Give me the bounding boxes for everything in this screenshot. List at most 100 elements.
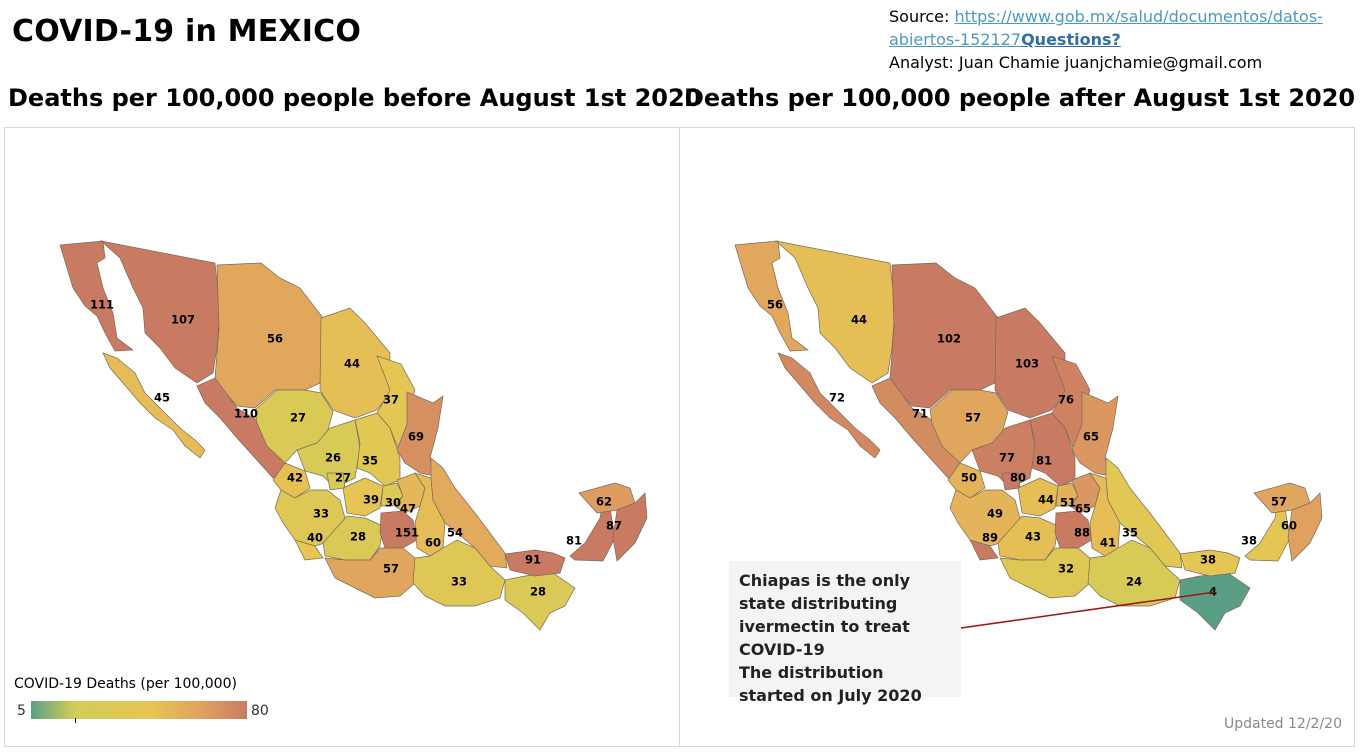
value-label-yuc: 57	[1271, 495, 1287, 509]
annotation-pointer-line	[960, 591, 1216, 629]
value-label-ags: 27	[335, 471, 351, 485]
state-bc[interactable]	[734, 240, 809, 352]
value-label-sin: 110	[234, 407, 258, 421]
value-label-hgo: 65	[1075, 502, 1091, 516]
source-prefix: Source:	[889, 7, 955, 26]
value-label-tab: 91	[525, 553, 541, 567]
value-label-son: 107	[171, 313, 195, 327]
source-link[interactable]: https://www.gob.mx/salud/documentos/dato…	[889, 7, 1323, 49]
state-gto[interactable]	[1017, 477, 1059, 517]
value-label-nay: 50	[961, 471, 977, 485]
value-label-zac: 26	[325, 451, 341, 465]
legend-title: COVID-19 Deaths (per 100,000)	[14, 676, 237, 692]
legend-max: 80	[251, 703, 269, 719]
left-map-panel: 111 107 56 44 37 69 45 110 27 26 35 42 27 33 39 30 47 40 2…	[4, 127, 680, 747]
value-label-bc: 111	[90, 298, 114, 312]
annotation-line-1: Chiapas is the only state distributing i…	[739, 571, 911, 659]
state-qro[interactable]	[380, 482, 404, 507]
value-label-gro: 57	[383, 562, 399, 576]
state-gto[interactable]	[342, 477, 384, 517]
value-label-ver: 54	[447, 526, 463, 540]
value-label-bc: 56	[767, 298, 783, 312]
value-label-tamps: 69	[408, 430, 424, 444]
value-label-coah: 44	[344, 357, 360, 371]
state-qroo[interactable]	[1287, 492, 1323, 562]
state-bcs[interactable]	[102, 352, 206, 459]
value-label-nay: 42	[287, 471, 303, 485]
value-label-gro: 32	[1058, 562, 1074, 576]
value-label-oax: 33	[451, 575, 467, 589]
value-label-slp: 81	[1036, 454, 1052, 468]
value-label-yuc: 62	[596, 495, 612, 509]
value-label-mich: 43	[1025, 530, 1041, 544]
state-col[interactable]	[294, 539, 324, 561]
source-block: Source: https://www.gob.mx/salud/documen…	[889, 5, 1354, 74]
value-label-chih: 56	[267, 332, 283, 346]
value-label-jal: 49	[987, 507, 1003, 521]
annotation-line-2: The distribution started on July 2020	[739, 663, 922, 705]
value-label-mex: 88	[1074, 526, 1090, 540]
value-label-chis: 4	[1209, 585, 1217, 599]
right-map-panel: 56 44 102 103 76 65 72 71 57 77 81 80 50 49 44 51 65 89 43…	[679, 127, 1355, 747]
state-mich[interactable]	[322, 515, 384, 561]
value-label-col: 89	[982, 531, 998, 545]
value-label-oax: 24	[1126, 575, 1142, 589]
state-mich[interactable]	[997, 515, 1059, 561]
value-label-son: 44	[851, 313, 867, 327]
analyst-credit: Analyst: Juan Chamie juanjchamie@gmail.c…	[889, 53, 1263, 72]
value-label-zac: 77	[999, 451, 1015, 465]
value-label-tlax: 60	[425, 536, 441, 550]
value-label-jal: 33	[313, 507, 329, 521]
state-bc[interactable]	[59, 240, 134, 352]
value-label-tamps: 65	[1083, 430, 1099, 444]
value-label-coah: 103	[1015, 357, 1039, 371]
state-tab[interactable]	[504, 549, 566, 577]
value-label-slp: 35	[362, 454, 378, 468]
value-label-hgo: 47	[400, 502, 416, 516]
state-qroo[interactable]	[612, 492, 648, 562]
value-label-ags: 80	[1010, 471, 1026, 485]
legend-color-bar	[31, 701, 247, 719]
value-label-chih: 102	[937, 332, 961, 346]
value-label-bcs: 72	[829, 391, 845, 405]
state-mex[interactable]	[1054, 510, 1093, 549]
value-label-tlax: 41	[1100, 536, 1116, 550]
value-label-qroo: 87	[606, 519, 622, 533]
value-label-gto: 44	[1038, 493, 1054, 507]
value-label-qro: 51	[1060, 496, 1076, 510]
state-bcs[interactable]	[777, 352, 881, 459]
value-label-mich: 28	[350, 530, 366, 544]
value-label-gto: 39	[363, 493, 379, 507]
value-label-nl: 76	[1058, 393, 1074, 407]
updated-date: Updated 12/2/20	[1223, 716, 1342, 732]
value-label-chis: 28	[530, 585, 546, 599]
state-col[interactable]	[969, 539, 999, 561]
value-label-qroo: 60	[1281, 519, 1297, 533]
right-map-subtitle: Deaths per 100,000 people after August 1…	[684, 84, 1356, 112]
state-slp[interactable]	[354, 412, 401, 487]
state-qro[interactable]	[1055, 482, 1079, 507]
state-ver[interactable]	[430, 457, 508, 569]
value-label-tab: 38	[1200, 553, 1216, 567]
legend-min: 5	[17, 703, 26, 719]
value-label-nl: 37	[383, 393, 399, 407]
state-chis[interactable]	[1179, 572, 1251, 631]
state-tab[interactable]	[1179, 549, 1241, 577]
state-chis[interactable]	[504, 572, 576, 631]
value-label-dgo: 57	[965, 411, 981, 425]
state-mex[interactable]	[379, 510, 418, 549]
value-label-sin: 71	[912, 407, 928, 421]
value-label-camp: 81	[566, 534, 582, 548]
chiapas-annotation: Chiapas is the only state distributing i…	[729, 561, 961, 705]
value-label-mex: 151	[395, 526, 419, 540]
value-label-ver: 35	[1122, 526, 1138, 540]
state-ver[interactable]	[1105, 457, 1183, 569]
state-slp[interactable]	[1029, 412, 1076, 487]
value-label-qro: 30	[385, 496, 401, 510]
value-label-bcs: 45	[154, 391, 170, 405]
value-label-col: 40	[307, 531, 323, 545]
value-label-camp: 38	[1241, 534, 1257, 548]
questions-link[interactable]: Questions?	[1021, 30, 1121, 49]
